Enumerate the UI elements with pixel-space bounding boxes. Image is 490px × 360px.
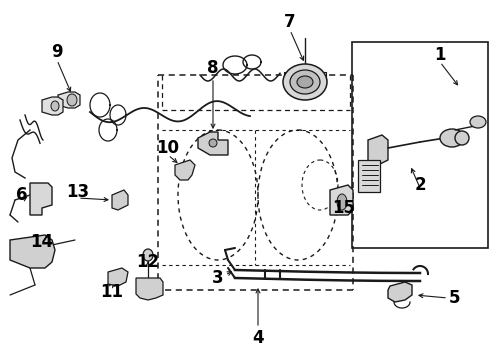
Polygon shape <box>30 183 52 215</box>
Text: 5: 5 <box>449 289 461 307</box>
Bar <box>358 160 380 192</box>
Polygon shape <box>136 278 163 300</box>
Ellipse shape <box>209 139 217 147</box>
Text: 2: 2 <box>414 176 426 194</box>
Text: 12: 12 <box>136 253 160 271</box>
Polygon shape <box>388 282 412 302</box>
Ellipse shape <box>51 101 59 111</box>
Text: 9: 9 <box>51 43 63 61</box>
Polygon shape <box>175 160 195 180</box>
Polygon shape <box>198 132 228 155</box>
Polygon shape <box>10 235 55 268</box>
Ellipse shape <box>143 249 153 261</box>
Text: 14: 14 <box>30 233 53 251</box>
Polygon shape <box>108 268 128 286</box>
Ellipse shape <box>67 94 77 106</box>
Polygon shape <box>330 185 353 215</box>
Text: 6: 6 <box>16 186 28 204</box>
Ellipse shape <box>283 64 327 100</box>
Polygon shape <box>58 92 80 108</box>
Text: 7: 7 <box>284 13 296 31</box>
Text: 11: 11 <box>100 283 123 301</box>
Bar <box>352 42 488 248</box>
Polygon shape <box>368 135 388 165</box>
Text: 8: 8 <box>207 59 219 77</box>
Text: 1: 1 <box>434 46 446 64</box>
Ellipse shape <box>455 131 469 145</box>
Ellipse shape <box>290 70 320 94</box>
Text: 13: 13 <box>67 183 90 201</box>
Ellipse shape <box>470 116 486 128</box>
Text: 15: 15 <box>333 199 356 217</box>
Ellipse shape <box>440 129 464 147</box>
Ellipse shape <box>337 194 347 210</box>
Text: 3: 3 <box>212 269 224 287</box>
Text: 10: 10 <box>156 139 179 157</box>
Ellipse shape <box>297 76 313 88</box>
Text: 4: 4 <box>252 329 264 347</box>
Polygon shape <box>42 97 63 115</box>
Polygon shape <box>112 190 128 210</box>
